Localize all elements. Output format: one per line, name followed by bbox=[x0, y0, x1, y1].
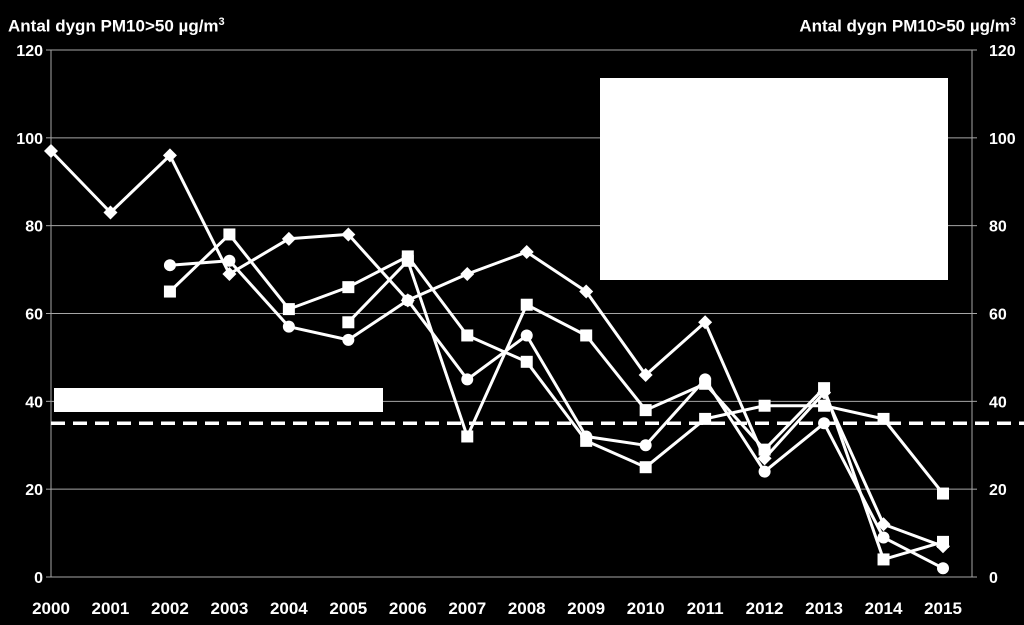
data-point-circle bbox=[937, 562, 949, 575]
data-point-square bbox=[461, 329, 474, 342]
data-point-square bbox=[877, 412, 890, 425]
y-axis-title-right: Antal dygn PM10>50 µg/m3 bbox=[799, 16, 1016, 36]
y-tick-label-left: 120 bbox=[16, 43, 43, 60]
y-tick-label-right: 20 bbox=[989, 482, 1007, 499]
legend-overlays bbox=[54, 78, 948, 412]
x-tick-label: 2009 bbox=[567, 599, 605, 618]
x-tick-label: 2012 bbox=[746, 599, 784, 618]
data-point-circle bbox=[461, 373, 474, 386]
data-point-circle bbox=[520, 329, 533, 342]
data-point-square bbox=[342, 281, 355, 294]
data-point-square bbox=[699, 412, 712, 425]
data-point-circle bbox=[639, 439, 652, 452]
data-point-diamond bbox=[638, 367, 653, 382]
y-tick-label-right: 100 bbox=[989, 131, 1016, 148]
y-tick-label-right: 40 bbox=[989, 394, 1007, 411]
y-tick-label-right: 120 bbox=[989, 43, 1016, 60]
data-point-diamond bbox=[281, 231, 296, 246]
x-tick-label: 2014 bbox=[865, 599, 903, 618]
y-axis-title-left: Antal dygn PM10>50 µg/m3 bbox=[8, 16, 225, 36]
data-point-square bbox=[520, 355, 533, 368]
data-point-square bbox=[401, 254, 414, 267]
data-point-square bbox=[223, 228, 236, 241]
data-point-square bbox=[937, 535, 949, 548]
axes bbox=[46, 49, 977, 578]
data-point-square bbox=[639, 404, 652, 417]
data-point-diamond bbox=[460, 266, 475, 281]
x-tick-label: 2008 bbox=[508, 599, 546, 618]
legend-box-left bbox=[54, 388, 383, 412]
y-tick-label-right: 60 bbox=[989, 307, 1007, 324]
data-point-square bbox=[580, 329, 593, 342]
x-tick-label: 2000 bbox=[32, 599, 70, 618]
data-point-square bbox=[877, 553, 890, 566]
data-point-diamond bbox=[579, 284, 594, 299]
data-point-square bbox=[163, 285, 176, 298]
y-tick-label-right: 80 bbox=[989, 219, 1007, 236]
data-point-diamond bbox=[44, 144, 58, 159]
x-tick-label: 2005 bbox=[329, 599, 367, 618]
x-tick-label: 2003 bbox=[210, 599, 248, 618]
x-tick-label: 2004 bbox=[270, 599, 308, 618]
data-point-diamond bbox=[698, 315, 713, 330]
data-point-diamond bbox=[162, 148, 177, 163]
data-point-diamond bbox=[519, 245, 534, 260]
y-tick-label-left: 80 bbox=[25, 219, 43, 236]
y-tick-label-left: 60 bbox=[25, 307, 43, 324]
data-point-square bbox=[758, 399, 771, 412]
data-point-diamond bbox=[103, 205, 118, 220]
data-point-square bbox=[639, 461, 652, 474]
data-point-circle bbox=[818, 417, 831, 430]
data-point-square bbox=[342, 316, 355, 329]
data-point-square bbox=[758, 443, 771, 456]
x-tick-label: 2013 bbox=[805, 599, 843, 618]
series bbox=[44, 144, 950, 575]
series-line-1 bbox=[49, 149, 944, 548]
data-point-circle bbox=[223, 254, 236, 267]
y-tick-label-left: 20 bbox=[25, 482, 43, 499]
data-point-circle bbox=[342, 333, 355, 346]
data-point-square bbox=[937, 487, 949, 500]
x-tick-label: 2015 bbox=[924, 599, 962, 618]
x-tick-label: 2002 bbox=[151, 599, 189, 618]
x-tick-label: 2010 bbox=[627, 599, 665, 618]
data-point-circle bbox=[758, 465, 771, 478]
y-tick-label-right: 0 bbox=[989, 570, 998, 587]
data-point-circle bbox=[580, 430, 593, 443]
x-tick-label: 2001 bbox=[92, 599, 130, 618]
y-tick-label-left: 0 bbox=[34, 570, 43, 587]
data-point-circle bbox=[877, 531, 890, 544]
legend-box-right bbox=[600, 78, 948, 280]
data-point-square bbox=[699, 377, 712, 390]
data-point-diamond bbox=[341, 227, 356, 242]
series-line-3 bbox=[169, 259, 944, 570]
data-point-square bbox=[282, 303, 295, 316]
data-point-square bbox=[461, 430, 474, 443]
x-tick-label: 2006 bbox=[389, 599, 427, 618]
y-tick-label-left: 100 bbox=[16, 131, 43, 148]
tick-labels: 0 0 20 20 40 40 60 60 80 80 100 100 120 120 2000 2001 20… bbox=[16, 43, 1016, 618]
data-point-diamond bbox=[222, 266, 237, 281]
data-point-circle bbox=[282, 320, 295, 333]
series-line-2 bbox=[168, 232, 945, 495]
data-point-circle bbox=[401, 294, 414, 307]
y-tick-label-left: 40 bbox=[25, 394, 43, 411]
x-tick-label: 2007 bbox=[448, 599, 486, 618]
data-point-square bbox=[818, 382, 831, 395]
data-point-circle bbox=[163, 259, 176, 272]
data-point-square bbox=[818, 399, 831, 412]
data-point-square bbox=[520, 298, 533, 311]
x-tick-label: 2011 bbox=[687, 599, 724, 618]
